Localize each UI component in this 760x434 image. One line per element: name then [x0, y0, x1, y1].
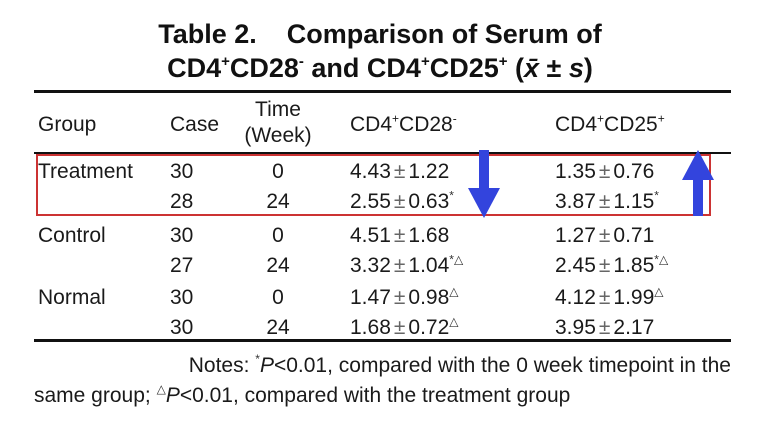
table-notes-line2: same group; △P<0.01, compared with the t…	[34, 382, 571, 407]
row-cd25-value: 2.45 ±1.85*△	[555, 252, 669, 277]
row-group: Normal	[38, 286, 106, 309]
row-cd25-value: 1.27 ±0.71	[555, 224, 655, 247]
row-cd28-value: 1.47 ±0.98△	[350, 284, 459, 309]
table-top-rule	[34, 90, 731, 93]
row-time: 0	[272, 286, 284, 309]
row-time: 0	[272, 160, 284, 183]
row-case: 30	[170, 286, 194, 309]
row-time: 24	[266, 190, 290, 213]
row-case: 28	[170, 190, 194, 213]
header-time: Time (Week)	[244, 98, 312, 147]
row-group: Treatment	[38, 160, 133, 183]
row-cd25-value: 4.12 ±1.99△	[555, 284, 664, 309]
header-cd25: CD4+CD25+	[555, 111, 665, 136]
row-case: 30	[170, 224, 194, 247]
up-arrow-icon	[682, 150, 714, 216]
row-cd28-value: 1.68 ±0.72△	[350, 314, 459, 339]
row-cd28-value: 4.51 ±1.68	[350, 224, 450, 247]
row-cd25-value: 3.95 ±2.17	[555, 316, 655, 339]
row-cd28-value: 2.55 ±0.63*	[350, 188, 454, 213]
header-cd28: CD4+CD28-	[350, 111, 457, 136]
row-time: 0	[272, 224, 284, 247]
row-cd28-value: 4.43 ±1.22	[350, 160, 450, 183]
header-case: Case	[170, 113, 220, 136]
row-case: 30	[170, 316, 194, 339]
table-subtitle: CD4+CD28- and CD4+CD25+ (x̄ ± s)	[167, 52, 593, 83]
table-header-rule	[34, 152, 731, 154]
row-cd28-value: 3.32 ±1.04*△	[350, 252, 464, 277]
row-group: Control	[38, 224, 106, 247]
down-arrow-icon	[468, 150, 500, 218]
row-cd25-value: 1.35 ±0.76	[555, 160, 655, 183]
highlight-box-treatment	[36, 154, 711, 216]
table-notes-line1: Notes: *P<0.01, compared with the 0 week…	[188, 352, 731, 377]
table-bottom-rule	[34, 339, 731, 342]
header-group: Group	[38, 113, 97, 136]
table-title: Table 2. Comparison of Serum of	[158, 19, 602, 49]
row-time: 24	[266, 254, 290, 277]
row-cd25-value: 3.87 ±1.15*	[555, 188, 659, 213]
row-time: 24	[266, 316, 290, 339]
row-case: 30	[170, 160, 194, 183]
row-case: 27	[170, 254, 194, 277]
